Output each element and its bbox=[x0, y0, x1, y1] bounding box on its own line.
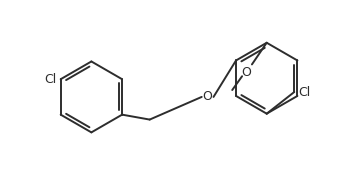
Text: O: O bbox=[203, 90, 213, 103]
Text: O: O bbox=[241, 66, 251, 79]
Text: Cl: Cl bbox=[298, 86, 310, 98]
Text: Cl: Cl bbox=[44, 73, 57, 86]
